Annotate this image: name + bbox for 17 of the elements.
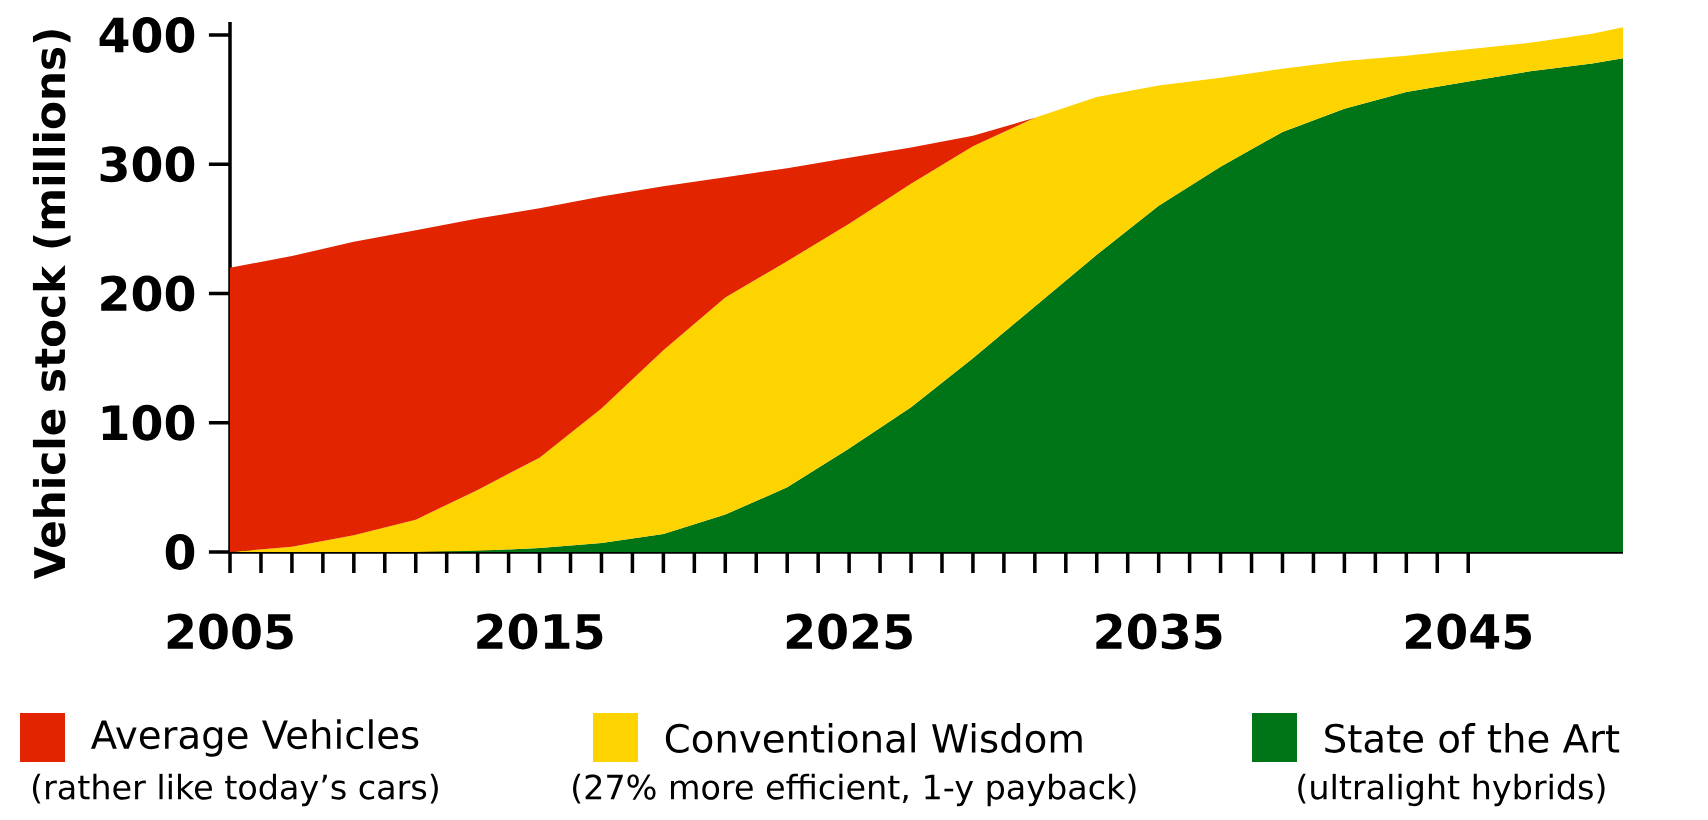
text: (ultralight hybrids) [1298, 773, 1605, 807]
legend-label: Conventional Wisdom [665, 723, 1082, 753]
y-tick-label: 100 [102, 404, 195, 441]
legend-label: Average Vehicles [90, 719, 419, 757]
x-tick-label: 2025 [786, 613, 912, 650]
x-tick-label: 2045 [1405, 613, 1531, 650]
y-tick-label: 200 [101, 275, 195, 312]
y-axis-title: Vehicle stock (millions) [32, 30, 71, 579]
y-tick-label: 0 [165, 534, 195, 570]
x-tick-label: 2035 [1096, 613, 1222, 650]
text: (rather like today’s cars) [32, 773, 438, 807]
x-tick-label: 2005 [167, 613, 293, 650]
y-tick-label: 400 [99, 17, 195, 53]
x-tick-label: 2015 [477, 613, 603, 650]
y-tick-label: 300 [100, 146, 195, 183]
text: (27% more efficient, 1-y payback) [573, 773, 1136, 807]
legend-label: State of the Art [1325, 723, 1620, 753]
